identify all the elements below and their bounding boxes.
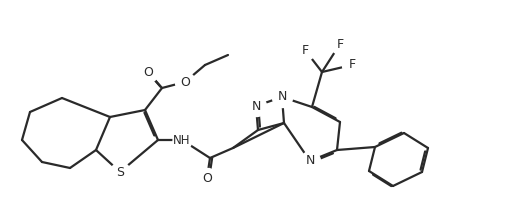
Text: N: N xyxy=(306,155,315,167)
Text: NH: NH xyxy=(173,134,191,147)
Text: O: O xyxy=(202,171,212,184)
Text: F: F xyxy=(336,37,343,50)
Text: F: F xyxy=(301,43,309,56)
Text: N: N xyxy=(277,91,287,103)
Text: O: O xyxy=(143,66,153,78)
Text: F: F xyxy=(348,58,356,72)
Text: S: S xyxy=(116,165,124,178)
Text: N: N xyxy=(251,99,261,112)
Text: O: O xyxy=(180,76,190,89)
